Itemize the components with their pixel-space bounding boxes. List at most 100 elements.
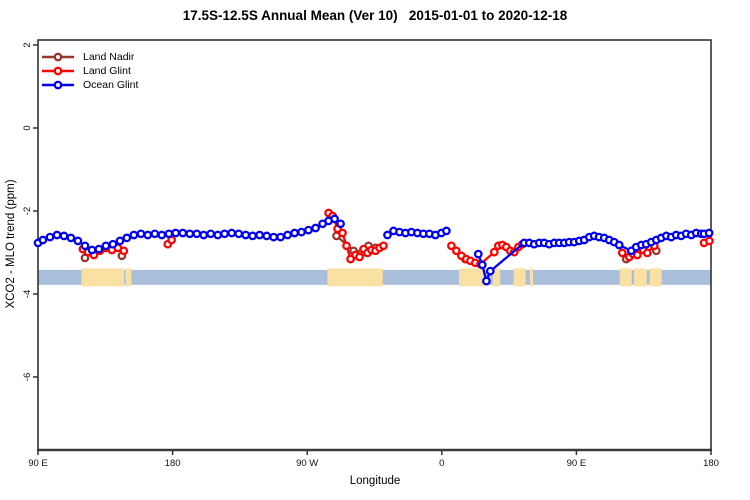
data-point	[297, 227, 306, 237]
data-point	[213, 230, 223, 240]
data-point	[336, 219, 345, 229]
x-axis-label: Longitude	[349, 475, 401, 487]
land-patch	[633, 268, 647, 287]
data-point	[164, 229, 174, 239]
data-point	[234, 229, 244, 239]
data-point	[119, 246, 129, 256]
data-point	[255, 230, 264, 240]
data-point	[705, 236, 714, 246]
series-ocean-glint	[33, 214, 714, 286]
data-point	[442, 226, 451, 236]
data-point	[248, 231, 257, 241]
data-point	[171, 228, 181, 238]
data-point	[157, 230, 167, 240]
data-point	[642, 248, 652, 258]
land-patch	[125, 268, 132, 287]
data-point	[473, 249, 483, 259]
legend-label-ocean-glint: Ocean Glint	[83, 79, 139, 91]
y-tick-label: 0	[22, 125, 33, 130]
data-point	[122, 233, 132, 243]
data-point	[87, 245, 97, 255]
data-point	[38, 235, 48, 245]
y-tick-label: -2	[22, 207, 33, 215]
data-point	[632, 250, 642, 260]
data-point	[66, 233, 76, 243]
x-tick-label: 90 E	[28, 458, 48, 469]
land-patch	[649, 268, 662, 287]
data-point	[283, 230, 292, 240]
land-patch	[81, 268, 124, 287]
data-point	[617, 248, 627, 258]
data-point	[206, 229, 216, 239]
legend-item-land-nadir: Land Nadir	[42, 50, 138, 64]
data-point	[220, 229, 229, 239]
data-point	[192, 229, 202, 239]
legend-item-land-glint: Land Glint	[42, 64, 138, 78]
legend-label-land-glint: Land Glint	[83, 65, 131, 77]
data-point	[178, 228, 188, 238]
data-point	[338, 228, 347, 238]
legend-marker-ocean-glint-icon	[42, 80, 74, 90]
data-point	[143, 230, 153, 240]
data-point	[330, 214, 339, 224]
map-strip	[38, 268, 711, 287]
x-tick-label: 180	[165, 458, 181, 469]
data-point	[108, 239, 118, 249]
data-point	[136, 229, 146, 239]
data-point	[80, 241, 90, 251]
data-point	[482, 276, 491, 286]
data-point	[262, 231, 272, 241]
data-point	[355, 252, 364, 262]
data-point	[311, 223, 320, 233]
series-land-glint	[78, 208, 714, 269]
data-point	[304, 225, 313, 235]
data-point	[379, 241, 388, 251]
land-patch	[619, 268, 632, 287]
data-point	[101, 241, 111, 251]
x-tick-label: 180	[703, 458, 719, 469]
data-point	[451, 246, 461, 256]
data-point	[185, 229, 195, 239]
legend-marker-land-glint-icon	[42, 66, 74, 76]
land-patch	[458, 268, 486, 287]
land-patch	[492, 268, 501, 287]
data-point	[614, 240, 624, 250]
data-point	[342, 241, 351, 251]
x-axis-ticks: 90 E 180 90 W 0 90 E 180	[28, 450, 719, 469]
data-point	[447, 241, 456, 251]
y-axis-ticks: 2 0 -2 -4 -6	[22, 42, 38, 381]
x-tick-label: 0	[439, 458, 444, 469]
y-axis-label: XCO2 - MLO trend (ppm)	[5, 179, 17, 309]
land-patch	[327, 268, 383, 287]
x-tick-label: 90 W	[296, 458, 318, 469]
y-tick-label: -6	[22, 373, 33, 381]
data-point	[241, 230, 251, 240]
data-point	[129, 230, 139, 240]
data-point	[227, 228, 237, 238]
data-point	[485, 266, 495, 276]
chart-title: 17.5S-12.5S Annual Mean (Ver 10) 2015-01…	[182, 8, 568, 23]
land-patch	[513, 268, 526, 287]
y-tick-label: 2	[22, 42, 33, 47]
data-point	[45, 232, 55, 242]
data-point	[59, 231, 69, 241]
data-point	[489, 247, 499, 257]
data-point	[276, 232, 285, 242]
legend-marker-land-nadir-icon	[42, 52, 74, 62]
data-point	[150, 229, 160, 239]
data-point	[477, 260, 487, 270]
data-point	[290, 228, 299, 238]
y-tick-label: -4	[22, 290, 33, 298]
legend-item-ocean-glint: Ocean Glint	[42, 78, 138, 92]
legend-label-land-nadir: Land Nadir	[83, 51, 135, 63]
data-point	[52, 230, 62, 240]
x-tick-label: 90 E	[567, 458, 587, 469]
land-patch	[530, 268, 534, 287]
data-point	[269, 232, 279, 242]
data-point	[115, 236, 125, 246]
data-point	[199, 230, 209, 240]
legend: Land Nadir Land Glint Ocean Glint	[42, 50, 138, 92]
data-point	[704, 228, 714, 238]
